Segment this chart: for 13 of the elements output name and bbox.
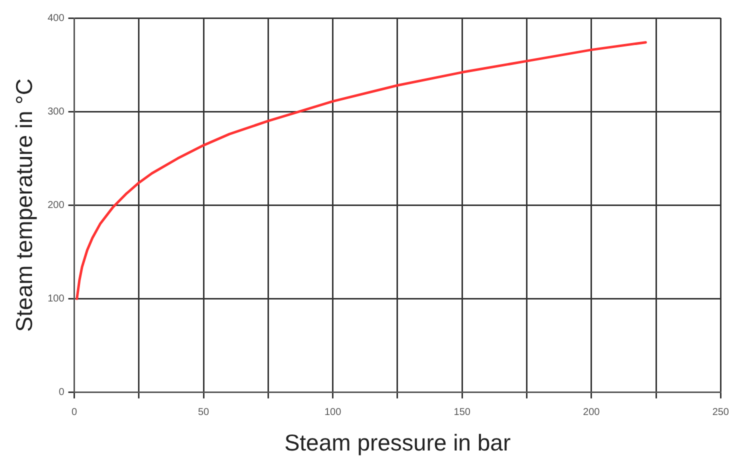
x-tick-label: 100 [324,407,342,418]
x-tick-label: 0 [72,407,78,418]
x-tick-label: 250 [712,407,730,418]
y-axis-title: Steam temperature in °C [11,78,38,332]
y-tick-label: 200 [48,200,65,211]
y-tick-label: 300 [48,106,65,118]
y-tick-label: 400 [48,12,65,24]
y-tick-label: 0 [58,387,65,398]
x-tick-label: 50 [198,407,210,418]
x-tick-label: 200 [583,407,600,418]
y-tick-label: 100 [48,294,65,305]
x-axis-title: Steam pressure in bar [284,430,511,456]
x-tick-label: 150 [454,407,471,418]
